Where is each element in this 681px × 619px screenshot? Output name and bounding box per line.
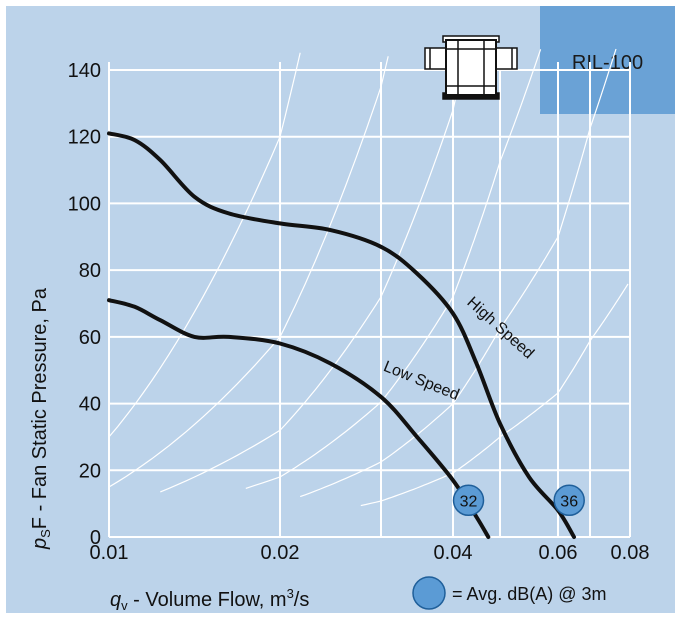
system-curves bbox=[108, 43, 629, 507]
y-tick-label: 20 bbox=[79, 460, 101, 482]
tick-labels: 0 20 40 60 80 100 120 140 0.01 0.02 0.04 0.06 0.08 bbox=[68, 60, 650, 564]
series-label-low-speed: Low Speed bbox=[381, 358, 462, 404]
system-curve-1 bbox=[108, 52, 301, 438]
x-axis-label: qv - Volume Flow, m3/s bbox=[110, 586, 309, 613]
sound-markers: 32 36 bbox=[452, 484, 585, 517]
legend-text: = Avg. dB(A) @ 3m bbox=[452, 584, 607, 604]
y-axis-label: pSF - Fan Static Pressure, Pa bbox=[29, 287, 53, 550]
system-curve-2 bbox=[108, 56, 389, 488]
sound-marker-label-36: 36 bbox=[560, 493, 578, 510]
y-tick-label: 140 bbox=[68, 60, 101, 82]
x-tick-label: 0.01 bbox=[90, 542, 129, 564]
system-curve-4 bbox=[245, 49, 542, 489]
series-line-low-speed bbox=[107, 298, 491, 539]
x-tick-label: 0.08 bbox=[611, 542, 650, 564]
y-tick-label: 0 bbox=[90, 527, 101, 549]
x-tick-label: 0.06 bbox=[539, 542, 578, 564]
y-tick-label: 100 bbox=[68, 193, 101, 215]
x-tick-label: 0.02 bbox=[261, 542, 300, 564]
legend-marker bbox=[412, 576, 446, 610]
sound-marker-32 bbox=[452, 484, 485, 517]
system-curve-5 bbox=[300, 48, 617, 498]
series-curves bbox=[107, 131, 576, 539]
y-tick-label: 120 bbox=[68, 127, 101, 149]
svg-text:qv - Volume Flow, m3/s: qv - Volume Flow, m3/s bbox=[110, 586, 309, 613]
y-tick-label: 60 bbox=[79, 327, 101, 349]
y-tick-label: 80 bbox=[79, 260, 101, 282]
series-line-high-speed bbox=[107, 131, 576, 539]
system-curve-6 bbox=[360, 283, 629, 507]
sound-marker-label-32: 32 bbox=[460, 493, 478, 510]
legend: = Avg. dB(A) @ 3m bbox=[412, 576, 607, 610]
grid bbox=[108, 62, 631, 538]
model-badge: RIL-100 bbox=[540, 6, 675, 114]
inline-duct-fan-icon bbox=[424, 35, 518, 100]
sound-marker-36 bbox=[553, 484, 585, 517]
x-axis-subscript: v bbox=[121, 598, 128, 613]
y-tick-label: 40 bbox=[79, 394, 101, 416]
x-tick-label: 0.04 bbox=[434, 542, 473, 564]
svg-text:pSF - Fan Static Pressure, Pa: pSF - Fan Static Pressure, Pa bbox=[29, 287, 53, 550]
system-curve-3 bbox=[160, 43, 468, 493]
